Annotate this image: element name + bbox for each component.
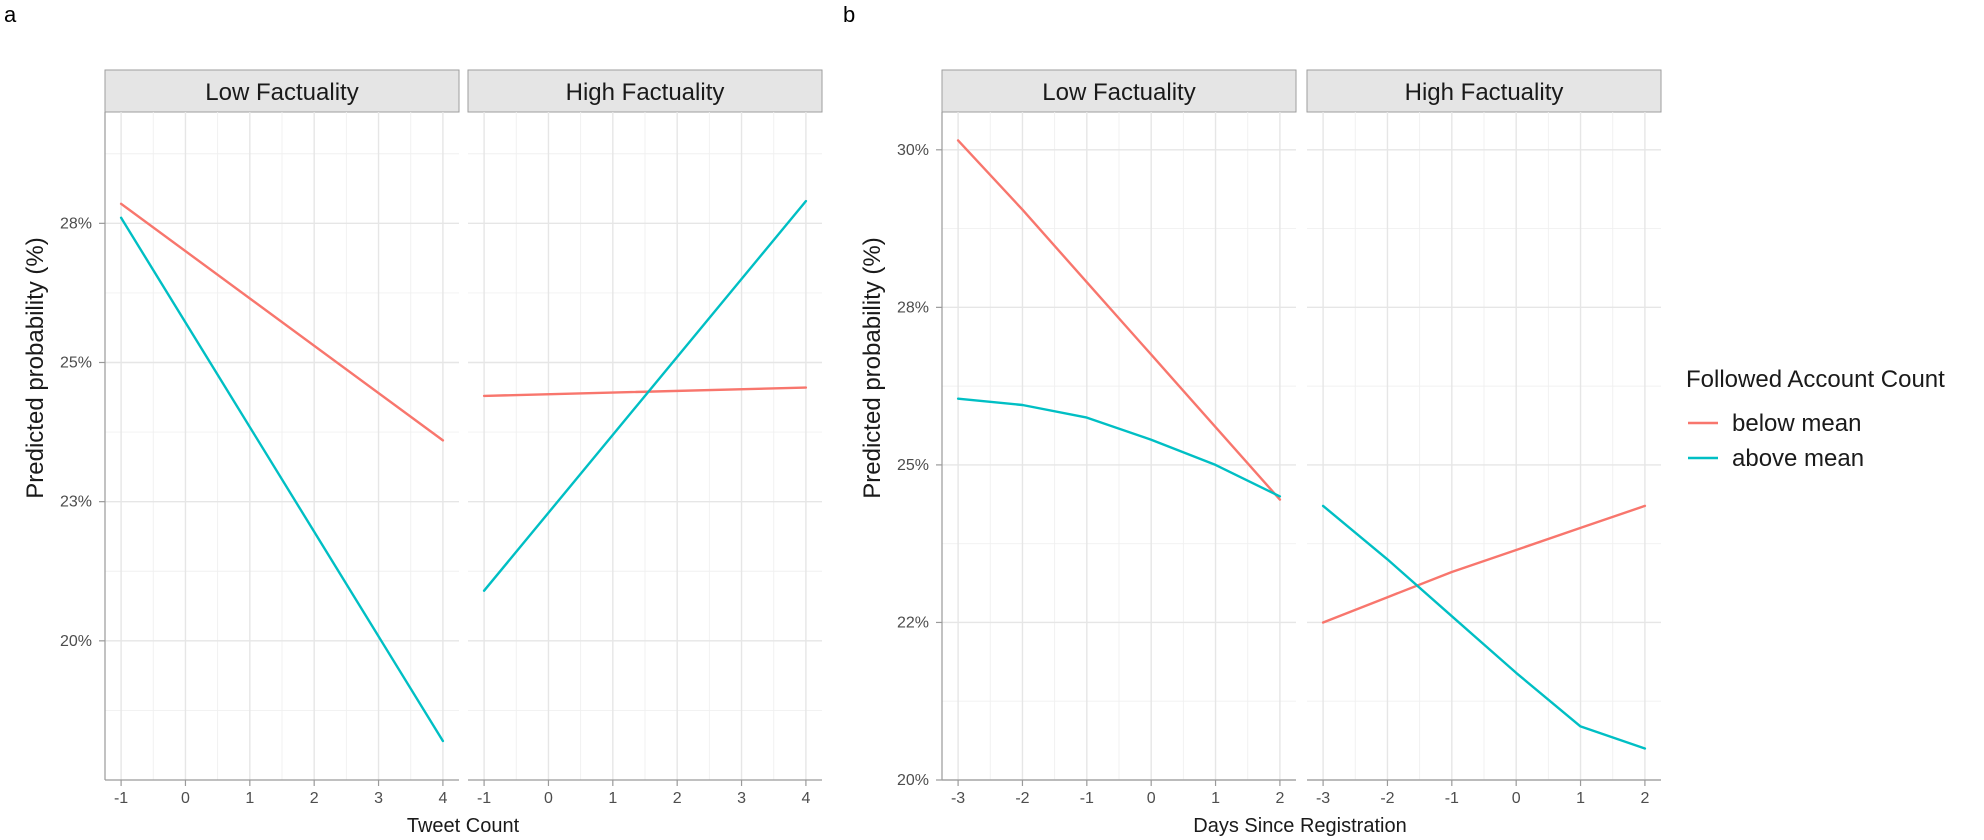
facet-title-b-high: High Factuality (1405, 79, 1564, 106)
series-line-below-mean (119, 202, 445, 442)
x-axis-ticks-a-low: -1 0 1 2 3 4 (114, 790, 447, 807)
facet-title-a-low: Low Factuality (205, 79, 358, 106)
y-tick-label-b-0: 20% (897, 772, 929, 789)
x-tick-label-a-high-2: 1 (608, 790, 617, 807)
y-tick-label-b-1: 22% (897, 614, 929, 631)
y-axis-ticks-b: 20% 22% 25% 28% 30% (897, 112, 943, 789)
x-tick-label-b-high-3: 0 (1512, 790, 1521, 807)
x-tick-label-b-low-2: -1 (1080, 790, 1094, 807)
facet-a-low: Low Factuality (104, 69, 460, 786)
x-axis-ticks-a-high: -1 0 1 2 3 4 (477, 790, 810, 807)
x-tick-label-b-high-5: 2 (1640, 790, 1649, 807)
legend-title: Followed Account Count (1686, 366, 1945, 393)
plot-area-b-high (1307, 112, 1661, 786)
y-axis-ticks-a: 20% 23% 25% 28% (60, 112, 106, 780)
legend-label-below-mean: below mean (1732, 410, 1861, 437)
y-tick-label-a-0: 20% (60, 633, 92, 650)
x-tick-label-b-high-4: 1 (1576, 790, 1585, 807)
y-tick-label-a-2: 25% (60, 355, 92, 372)
series-line-above-mean (119, 216, 445, 743)
x-tick-label-a-low-2: 1 (245, 790, 254, 807)
facet-title-a-high: High Factuality (566, 79, 725, 106)
facet-strip-a-high (467, 69, 823, 113)
x-axis-ticks-b-low: -3 -2 -1 0 1 2 (951, 790, 1284, 807)
x-tick-label-b-high-1: -2 (1380, 790, 1394, 807)
panel-label-b: b (843, 2, 855, 27)
x-tick-label-b-high-0: -3 (1316, 790, 1330, 807)
facet-strip-b-high (1306, 69, 1662, 113)
legend: Followed Account Count below mean above … (1686, 366, 1945, 472)
plot-area-a-low (105, 112, 459, 786)
y-tick-label-a-3: 28% (60, 215, 92, 232)
facet-b-low: Low Factuality (941, 69, 1297, 786)
x-axis-title-a: Tweet Count (407, 815, 520, 837)
x-tick-label-a-high-0: -1 (477, 790, 491, 807)
x-tick-label-a-high-3: 2 (673, 790, 682, 807)
x-tick-label-a-high-5: 4 (801, 790, 810, 807)
series-line-below-mean (956, 139, 1282, 501)
chart-panel-a: a Low Factuality High Factuality 20% 23%… (4, 2, 823, 837)
series-line-above-mean (482, 199, 808, 592)
y-axis-title-a: Predicted probability (%) (22, 237, 49, 498)
facet-b-high: High Factuality (1306, 69, 1662, 786)
chart-panel-b: b Low Factuality High Factuality 20% 22%… (843, 2, 1662, 837)
y-tick-label-b-4: 30% (897, 142, 929, 159)
x-tick-label-b-low-3: 0 (1147, 790, 1156, 807)
x-tick-label-b-low-4: 1 (1211, 790, 1220, 807)
y-tick-label-b-3: 28% (897, 299, 929, 316)
series-line-below-mean (1321, 504, 1647, 624)
legend-label-above-mean: above mean (1732, 445, 1864, 472)
facet-title-b-low: Low Factuality (1042, 79, 1195, 106)
x-tick-label-a-high-4: 3 (737, 790, 746, 807)
x-tick-label-b-high-2: -1 (1445, 790, 1459, 807)
facet-strip-a-low (104, 69, 460, 113)
x-tick-label-b-low-5: 2 (1275, 790, 1284, 807)
series-line-below-mean (482, 386, 808, 398)
x-tick-label-a-low-4: 3 (374, 790, 383, 807)
series-line-above-mean (956, 397, 1282, 498)
x-axis-title-b: Days Since Registration (1193, 815, 1406, 837)
series-line-above-mean (1321, 504, 1647, 750)
y-axis-title-b: Predicted probability (%) (859, 237, 886, 498)
x-tick-label-b-low-0: -3 (951, 790, 965, 807)
plot-area-b-low (942, 112, 1296, 786)
panel-label-a: a (4, 2, 17, 27)
x-tick-label-b-low-1: -2 (1015, 790, 1029, 807)
x-tick-label-a-low-1: 0 (181, 790, 190, 807)
x-axis-ticks-b-high: -3 -2 -1 0 1 2 (1316, 790, 1649, 807)
x-tick-label-a-low-5: 4 (438, 790, 447, 807)
facet-a-high: High Factuality (467, 69, 823, 786)
x-tick-label-a-low-0: -1 (114, 790, 128, 807)
x-tick-label-a-high-1: 0 (544, 790, 553, 807)
x-tick-label-a-low-3: 2 (310, 790, 319, 807)
y-tick-label-b-2: 25% (897, 457, 929, 474)
plot-area-a-high (468, 112, 822, 786)
y-tick-label-a-1: 23% (60, 494, 92, 511)
